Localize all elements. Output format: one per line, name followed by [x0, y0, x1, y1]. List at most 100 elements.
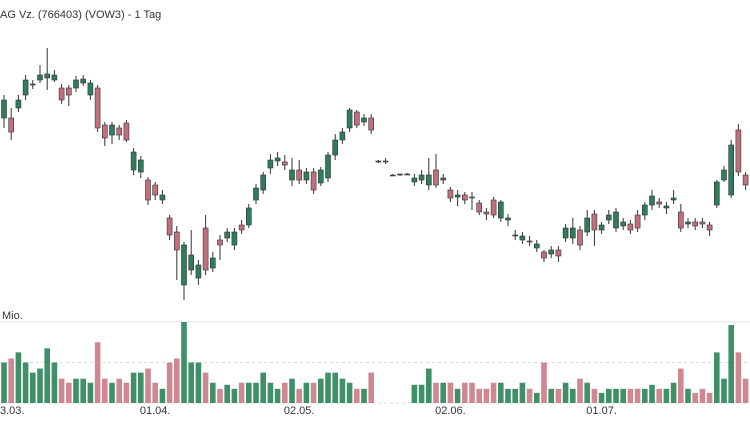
candle-body: [22, 79, 29, 96]
volume-bar: [51, 362, 58, 403]
volume-bar: [246, 382, 252, 403]
volume-bar: [80, 378, 86, 403]
volume-bar: [94, 342, 101, 403]
volume-bar: [440, 382, 446, 403]
volume-bar: [490, 382, 497, 403]
volume-bar: [433, 382, 439, 403]
volume-bar: [195, 362, 202, 403]
volume-bar: [73, 378, 79, 403]
volume-bar: [130, 372, 137, 403]
volume-bar: [66, 382, 72, 403]
volume-bar: [58, 378, 65, 403]
candle-body: [699, 221, 706, 225]
candle-body: [116, 127, 122, 136]
candle-body: [476, 202, 483, 213]
candle-body: [533, 243, 540, 249]
candle-body: [44, 73, 51, 79]
volume-bar: [159, 388, 166, 403]
volume-bar: [512, 388, 518, 403]
candle-body: [541, 251, 547, 259]
volume-bar: [634, 388, 641, 403]
volume-bar: [699, 388, 706, 403]
candle-body: [267, 159, 274, 169]
candle-body: [361, 117, 367, 123]
volume-bar: [526, 388, 533, 403]
candle-body: [195, 264, 202, 279]
volume-bar: [706, 392, 713, 403]
volume-bar: [476, 388, 482, 403]
candle-body: [519, 235, 526, 241]
candle-body: [73, 79, 79, 89]
candle-body: [742, 174, 749, 186]
volume-bar: [102, 378, 108, 403]
candle-body: [8, 117, 14, 133]
volume-bar: [44, 348, 50, 403]
candle-body: [1, 99, 7, 119]
volume-bar: [289, 378, 295, 403]
candle-body: [562, 227, 569, 239]
candle-body: [721, 169, 727, 181]
volume-bar: [87, 382, 94, 403]
volume-bar: [519, 382, 526, 403]
candle-body: [620, 221, 627, 227]
candle-body: [281, 161, 288, 166]
candle-body: [505, 217, 511, 221]
candle-body: [735, 129, 742, 173]
volume-bar: [260, 372, 266, 403]
candle-body: [461, 194, 468, 201]
volume-bar: [231, 388, 238, 403]
candle-body: [555, 249, 562, 257]
volume-bar: [145, 368, 151, 403]
candle-body: [418, 174, 425, 181]
volume-bar: [332, 372, 338, 403]
volume-bar: [498, 382, 504, 403]
candle-body: [512, 234, 519, 237]
volume-bar: [678, 368, 684, 403]
volume-bar: [447, 382, 454, 403]
volume-bar: [685, 388, 691, 403]
candle-body: [181, 244, 187, 286]
volume-bar: [210, 382, 216, 403]
candle-body: [526, 240, 533, 243]
candle-body: [210, 257, 216, 269]
candle-body: [109, 124, 115, 136]
candle-body: [577, 229, 583, 246]
candle-body: [102, 124, 108, 139]
candle-body: [713, 181, 720, 206]
candle-body: [29, 83, 36, 86]
volume-bar: [562, 382, 569, 403]
candle-body: [174, 231, 180, 251]
volume-bar: [670, 382, 677, 403]
candle-body: [224, 231, 230, 239]
candle-body: [238, 224, 245, 231]
candle-body: [138, 159, 144, 173]
candle-body: [303, 171, 310, 181]
candle-body: [706, 224, 713, 231]
volume-bar: [548, 388, 554, 403]
candle-body: [605, 214, 612, 221]
candle-body: [317, 169, 324, 184]
candle-body: [685, 221, 691, 225]
candle-body: [497, 201, 504, 219]
volume-bar: [224, 384, 230, 403]
candle-body: [289, 169, 295, 181]
volume-bar: [555, 388, 562, 403]
volume-label: Mio.: [2, 310, 23, 322]
volume-bar: [714, 352, 720, 403]
volume-bar: [325, 372, 331, 403]
x-tick-label: 01.04.: [140, 405, 171, 417]
candle-body: [490, 199, 497, 216]
volume-bar: [37, 368, 43, 403]
volume-bar: [735, 352, 742, 403]
volume-bar: [188, 362, 194, 403]
volume-bar: [656, 388, 662, 403]
volume-bar: [339, 378, 346, 403]
volume-bar: [123, 382, 130, 403]
candle-body: [325, 154, 331, 179]
volume-bar: [217, 388, 223, 403]
candle-body: [483, 211, 490, 215]
candle-body: [440, 177, 447, 181]
volume-bar: [627, 388, 634, 403]
candle-body: [37, 74, 43, 81]
